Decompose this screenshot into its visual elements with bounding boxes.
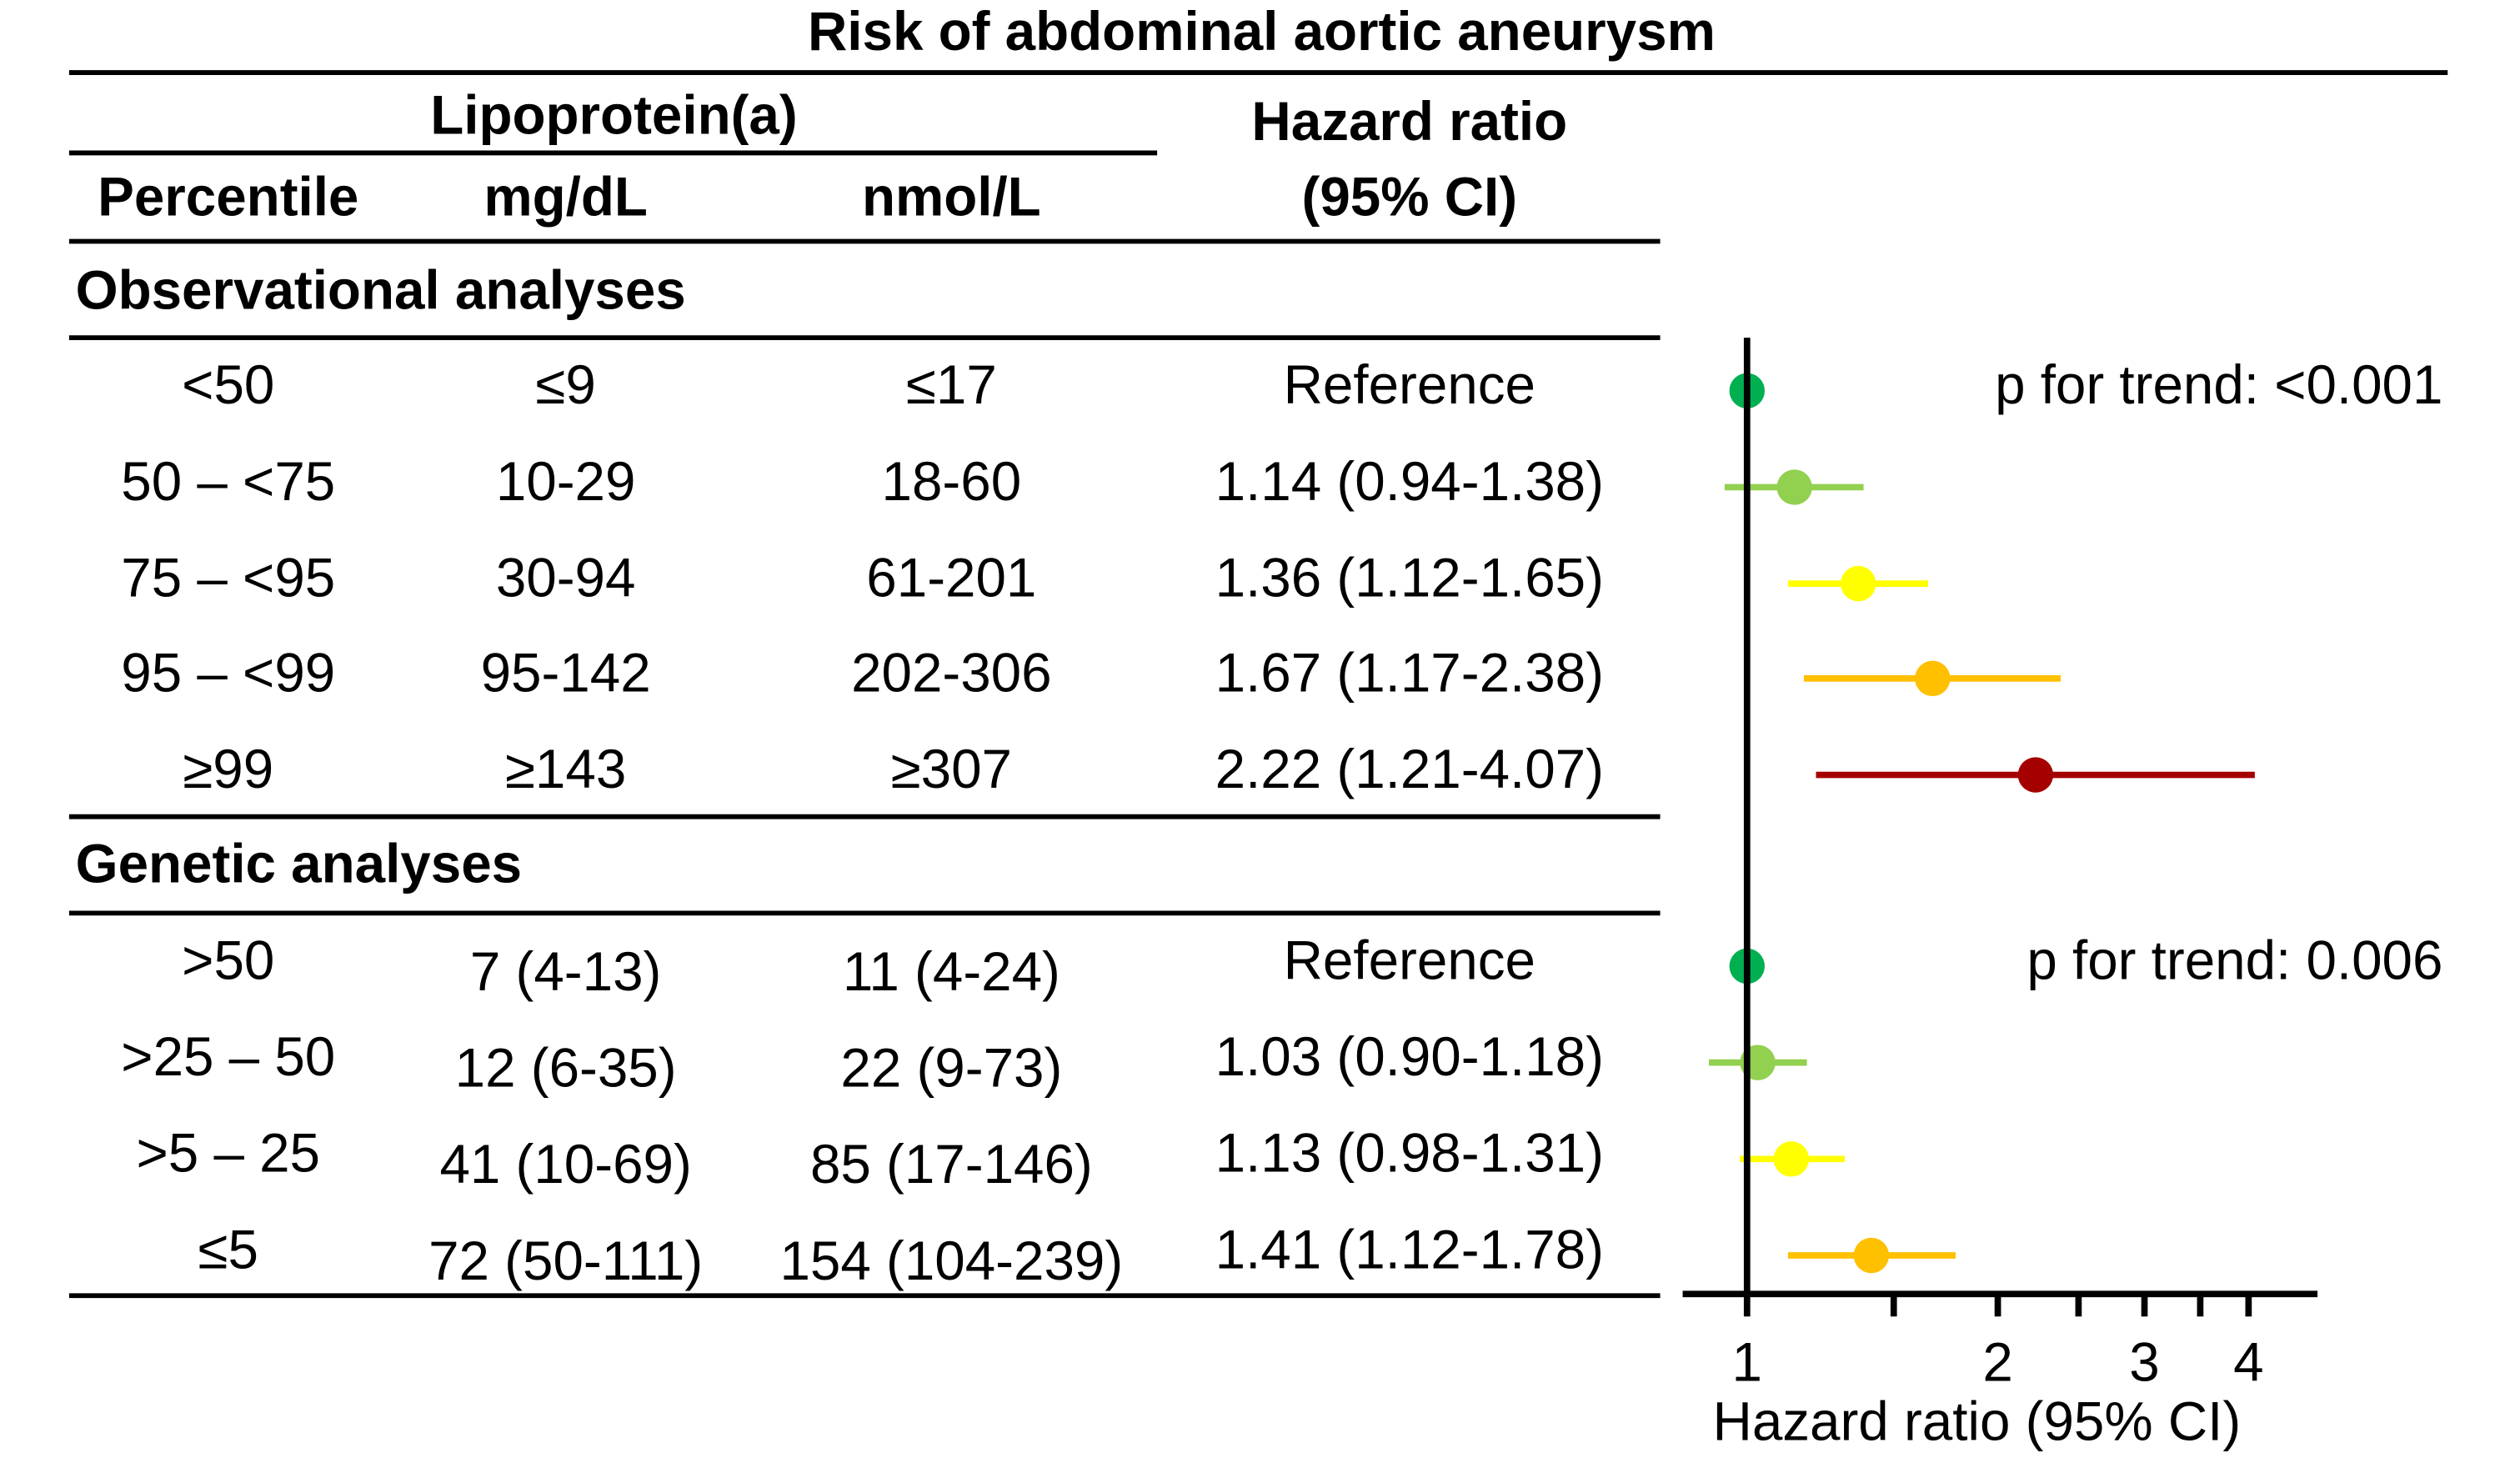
percentile: >50 xyxy=(182,929,274,990)
group-header: Lipoprotein(a) xyxy=(430,84,797,145)
hr-point xyxy=(1915,660,1951,697)
percentile: >5 – 25 xyxy=(137,1123,320,1184)
nmol: 22 (9-73) xyxy=(840,1038,1062,1099)
section-title: Observational analyses xyxy=(76,259,686,320)
section-title: Genetic analyses xyxy=(76,834,522,894)
nmol: 18-60 xyxy=(882,451,1022,512)
hr-point xyxy=(2017,757,2054,793)
hr-label: 1.41 (1.12-1.78) xyxy=(1215,1219,1604,1280)
hr-point xyxy=(1853,1237,1890,1274)
percentile: 95 – <99 xyxy=(121,642,335,703)
hr-header: (95% CI) xyxy=(1302,167,1518,228)
hr-label: 1.14 (0.94-1.38) xyxy=(1215,451,1604,512)
hr-point xyxy=(1773,1141,1810,1177)
x-axis-label: Hazard ratio (95% CI) xyxy=(1713,1391,2242,1452)
x-tick-label: 2 xyxy=(1982,1331,2012,1392)
chart-title: Risk of abdominal aortic aneurysm xyxy=(808,1,1716,62)
percentile: ≤5 xyxy=(198,1219,258,1280)
nmol: 202-306 xyxy=(851,642,1052,703)
column-header: mg/dL xyxy=(483,167,648,228)
percentile: <50 xyxy=(182,354,274,415)
p-trend: p for trend: 0.006 xyxy=(2027,929,2442,990)
nmol: ≤17 xyxy=(906,354,997,415)
mgdl: ≤9 xyxy=(535,354,595,415)
hr-point xyxy=(1776,469,1812,505)
hr-label: 1.67 (1.17-2.38) xyxy=(1215,642,1604,703)
nmol: 154 (104-239) xyxy=(779,1230,1123,1291)
mgdl: 95-142 xyxy=(481,642,651,703)
hr-label: Reference xyxy=(1284,929,1536,990)
nmol: 11 (4-24) xyxy=(843,941,1060,1002)
nmol: 61-201 xyxy=(866,548,1036,609)
nmol: ≥307 xyxy=(891,739,1012,799)
mgdl: 10-29 xyxy=(496,451,636,512)
hr-point xyxy=(1840,565,1876,602)
mgdl: 12 (6-35) xyxy=(455,1038,677,1099)
x-tick-label: 3 xyxy=(2129,1331,2159,1392)
nmol: 85 (17-146) xyxy=(810,1134,1093,1195)
mgdl: 30-94 xyxy=(496,548,636,609)
hr-label: 1.13 (0.98-1.31) xyxy=(1215,1123,1604,1184)
column-header: Percentile xyxy=(98,167,358,228)
hr-label: 2.22 (1.21-4.07) xyxy=(1215,739,1604,799)
percentile: 75 – <95 xyxy=(121,548,335,609)
mgdl: 7 (4-13) xyxy=(470,941,661,1002)
hr-label: Reference xyxy=(1284,354,1536,415)
percentile: 50 – <75 xyxy=(121,451,335,512)
column-header: nmol/L xyxy=(862,167,1041,228)
hr-label: 1.36 (1.12-1.65) xyxy=(1215,548,1604,609)
x-tick-label: 4 xyxy=(2233,1331,2263,1392)
mgdl: 41 (10-69) xyxy=(439,1134,691,1195)
p-trend: p for trend: <0.001 xyxy=(1995,354,2442,415)
mgdl: 72 (50-111) xyxy=(428,1230,703,1291)
percentile: >25 – 50 xyxy=(121,1026,335,1087)
hr-header: Hazard ratio xyxy=(1251,91,1567,152)
hr-label: 1.03 (0.90-1.18) xyxy=(1215,1026,1604,1087)
x-tick-label: 1 xyxy=(1732,1331,1762,1392)
percentile: ≥99 xyxy=(183,739,273,799)
mgdl: ≥143 xyxy=(505,739,626,799)
